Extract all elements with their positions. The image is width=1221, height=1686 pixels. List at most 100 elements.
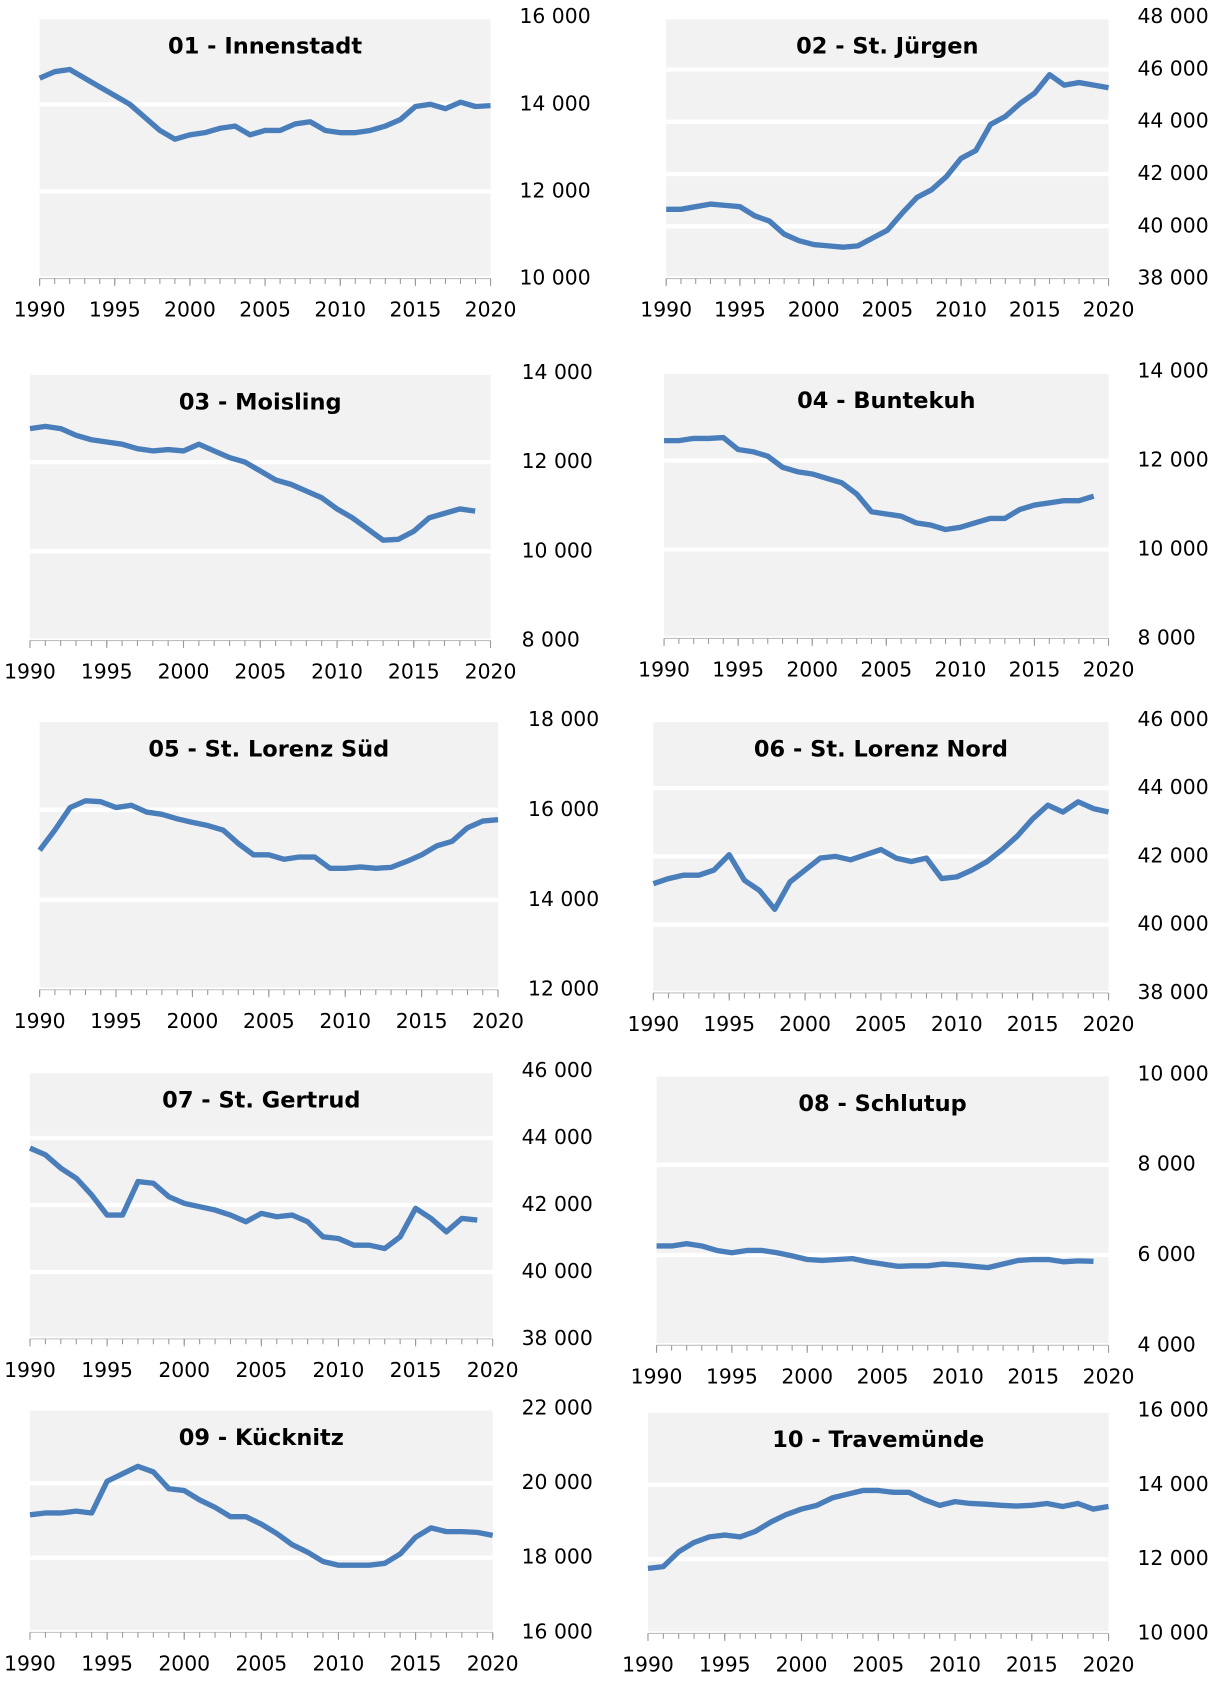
x-tick-label: 1995 xyxy=(703,1012,755,1036)
chart-title: 08 - Schlutup xyxy=(798,1091,966,1117)
plot-area xyxy=(647,1410,1109,1634)
y-tick-label: 46 000 xyxy=(1137,707,1208,731)
x-tick-label: 2020 xyxy=(1083,658,1135,682)
x-tick-label: 2010 xyxy=(934,658,986,682)
chart-title: 10 - Travemünde xyxy=(772,1427,984,1453)
y-tick-label: 4 000 xyxy=(1137,1332,1195,1356)
x-tick-label: 2015 xyxy=(1007,1364,1059,1388)
y-tick-label: 16 000 xyxy=(519,4,590,28)
x-tick-label: 1995 xyxy=(699,1653,751,1677)
y-tick-label: 18 000 xyxy=(522,1545,593,1569)
x-tick-label: 2010 xyxy=(931,1012,983,1036)
y-tick-label: 44 000 xyxy=(1137,109,1208,133)
data-line xyxy=(38,66,491,142)
x-tick-label: 1990 xyxy=(14,298,66,322)
x-tick-label: 2020 xyxy=(1083,1364,1135,1388)
y-tick-label: 38 000 xyxy=(522,1326,593,1350)
y-tick-label: 16 000 xyxy=(528,797,599,821)
x-tick-label: 1995 xyxy=(706,1364,758,1388)
data-line xyxy=(37,798,499,871)
y-tick-label: 16 000 xyxy=(522,1619,593,1643)
x-tick-label: 1995 xyxy=(81,1651,133,1675)
x-tick-label: 1990 xyxy=(631,1364,683,1388)
y-tick-label: 12 000 xyxy=(522,449,593,473)
x-tick-label: 2010 xyxy=(319,1009,371,1033)
x-tick-label: 2015 xyxy=(396,1009,448,1033)
y-tick-label: 22 000 xyxy=(522,1396,593,1420)
data-line xyxy=(656,1241,1094,1271)
y-tick-label: 44 000 xyxy=(522,1125,593,1149)
x-tick-label: 1995 xyxy=(714,298,766,322)
chart-title: 05 - St. Lorenz Süd xyxy=(148,736,389,762)
plot-area xyxy=(29,1408,493,1633)
x-tick-label: 2020 xyxy=(467,1651,519,1675)
x-tick-label: 2015 xyxy=(1009,658,1061,682)
y-tick-label: 40 000 xyxy=(522,1259,593,1283)
plot-area xyxy=(666,17,1109,279)
x-tick-label: 2005 xyxy=(855,1012,907,1036)
y-tick-label: 42 000 xyxy=(522,1192,593,1216)
x-tick-label: 2010 xyxy=(311,660,363,684)
x-tick-label: 2000 xyxy=(781,1364,833,1388)
x-tick-label: 2000 xyxy=(788,298,840,322)
y-tick-label: 10 000 xyxy=(1137,1061,1208,1085)
x-tick-label: 2015 xyxy=(1009,298,1061,322)
x-tick-label: 2015 xyxy=(390,1358,442,1382)
plot-area xyxy=(656,1074,1109,1346)
x-tick-label: 2015 xyxy=(389,298,441,322)
x-tick-label: 1990 xyxy=(622,1653,674,1677)
x-tick-label: 1990 xyxy=(4,1358,56,1382)
y-tick-label: 42 000 xyxy=(1137,843,1208,867)
x-tick-label: 2020 xyxy=(465,660,517,684)
y-tick-label: 14 000 xyxy=(519,91,590,115)
x-tick-label: 1990 xyxy=(14,1009,66,1033)
y-tick-label: 42 000 xyxy=(1137,161,1208,185)
data-line xyxy=(647,1487,1109,1572)
y-tick-label: 46 000 xyxy=(522,1058,593,1082)
y-tick-label: 18 000 xyxy=(528,707,599,731)
x-tick-label: 2005 xyxy=(235,1651,287,1675)
y-tick-label: 8 000 xyxy=(522,628,580,652)
chart-title: 01 - Innenstadt xyxy=(168,34,362,60)
y-tick-label: 8 000 xyxy=(1137,625,1195,649)
x-tick-label: 2000 xyxy=(158,1358,210,1382)
x-tick-label: 2020 xyxy=(472,1009,524,1033)
x-tick-label: 2005 xyxy=(235,1358,287,1382)
x-tick-label: 2005 xyxy=(860,658,912,682)
y-tick-label: 14 000 xyxy=(522,360,593,384)
x-tick-label: 2005 xyxy=(857,1364,909,1388)
x-tick-label: 1990 xyxy=(638,658,690,682)
y-tick-label: 14 000 xyxy=(1137,359,1208,383)
data-line xyxy=(666,72,1110,250)
x-tick-label: 2000 xyxy=(786,658,838,682)
x-tick-label: 2010 xyxy=(314,298,366,322)
y-tick-label: 38 000 xyxy=(1137,266,1208,290)
x-tick-label: 2015 xyxy=(388,660,440,684)
y-tick-label: 48 000 xyxy=(1137,4,1208,28)
x-tick-label: 1995 xyxy=(90,1009,142,1033)
x-tick-label: 2010 xyxy=(935,298,987,322)
x-tick-label: 2020 xyxy=(1083,298,1135,322)
x-tick-label: 2015 xyxy=(390,1651,442,1675)
x-tick-label: 2000 xyxy=(779,1012,831,1036)
y-tick-label: 10 000 xyxy=(1137,1620,1208,1644)
y-tick-label: 38 000 xyxy=(1137,980,1208,1004)
y-tick-label: 12 000 xyxy=(1137,1546,1208,1570)
y-tick-label: 10 000 xyxy=(1137,537,1208,561)
x-tick-label: 2005 xyxy=(861,298,913,322)
y-tick-label: 12 000 xyxy=(528,977,599,1001)
plot-area xyxy=(39,17,491,279)
x-tick-label: 1990 xyxy=(4,660,56,684)
x-tick-label: 2000 xyxy=(158,1651,210,1675)
y-tick-label: 46 000 xyxy=(1137,56,1208,80)
x-tick-label: 2020 xyxy=(1083,1012,1135,1036)
y-tick-label: 14 000 xyxy=(528,887,599,911)
plot-area xyxy=(29,372,491,641)
x-tick-label: 2005 xyxy=(243,1009,295,1033)
y-tick-label: 44 000 xyxy=(1137,775,1208,799)
y-tick-label: 6 000 xyxy=(1137,1242,1195,1266)
x-tick-label: 2010 xyxy=(313,1651,365,1675)
x-tick-label: 1990 xyxy=(4,1651,56,1675)
x-tick-label: 1995 xyxy=(81,1358,133,1382)
